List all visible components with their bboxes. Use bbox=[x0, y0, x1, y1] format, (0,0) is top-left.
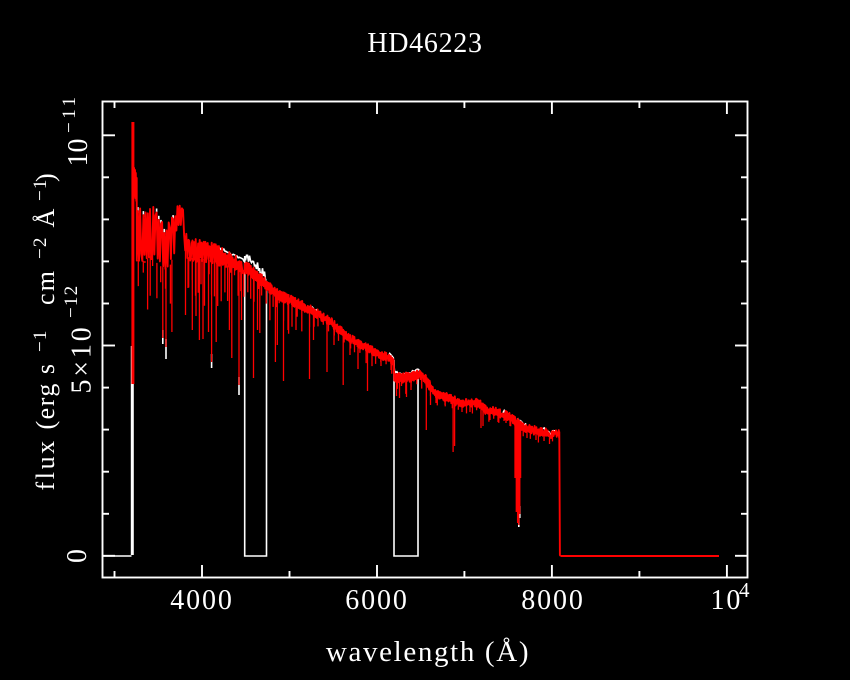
svg-text:−1: −1 bbox=[30, 329, 51, 352]
svg-text:wavelength (Å): wavelength (Å) bbox=[326, 636, 530, 668]
svg-text:cm: cm bbox=[31, 269, 60, 305]
svg-text:10: 10 bbox=[63, 139, 94, 167]
svg-text:Å: Å bbox=[31, 209, 60, 228]
svg-text:flux: flux bbox=[31, 438, 60, 490]
svg-text:HD46223: HD46223 bbox=[367, 28, 482, 59]
svg-text:(erg s: (erg s bbox=[31, 362, 60, 429]
svg-text:4: 4 bbox=[739, 578, 750, 602]
svg-text:6000: 6000 bbox=[345, 585, 409, 616]
svg-text:8000: 8000 bbox=[521, 585, 585, 616]
svg-text:5×10: 5×10 bbox=[67, 325, 98, 394]
svg-text:10: 10 bbox=[711, 585, 743, 616]
svg-text:−11: −11 bbox=[59, 93, 80, 133]
svg-text:−1: −1 bbox=[30, 178, 51, 201]
svg-text:0: 0 bbox=[62, 549, 93, 563]
svg-text:−2: −2 bbox=[30, 236, 51, 259]
svg-text:−12: −12 bbox=[61, 285, 82, 318]
svg-text:): ) bbox=[31, 173, 60, 182]
svg-text:4000: 4000 bbox=[170, 585, 234, 616]
